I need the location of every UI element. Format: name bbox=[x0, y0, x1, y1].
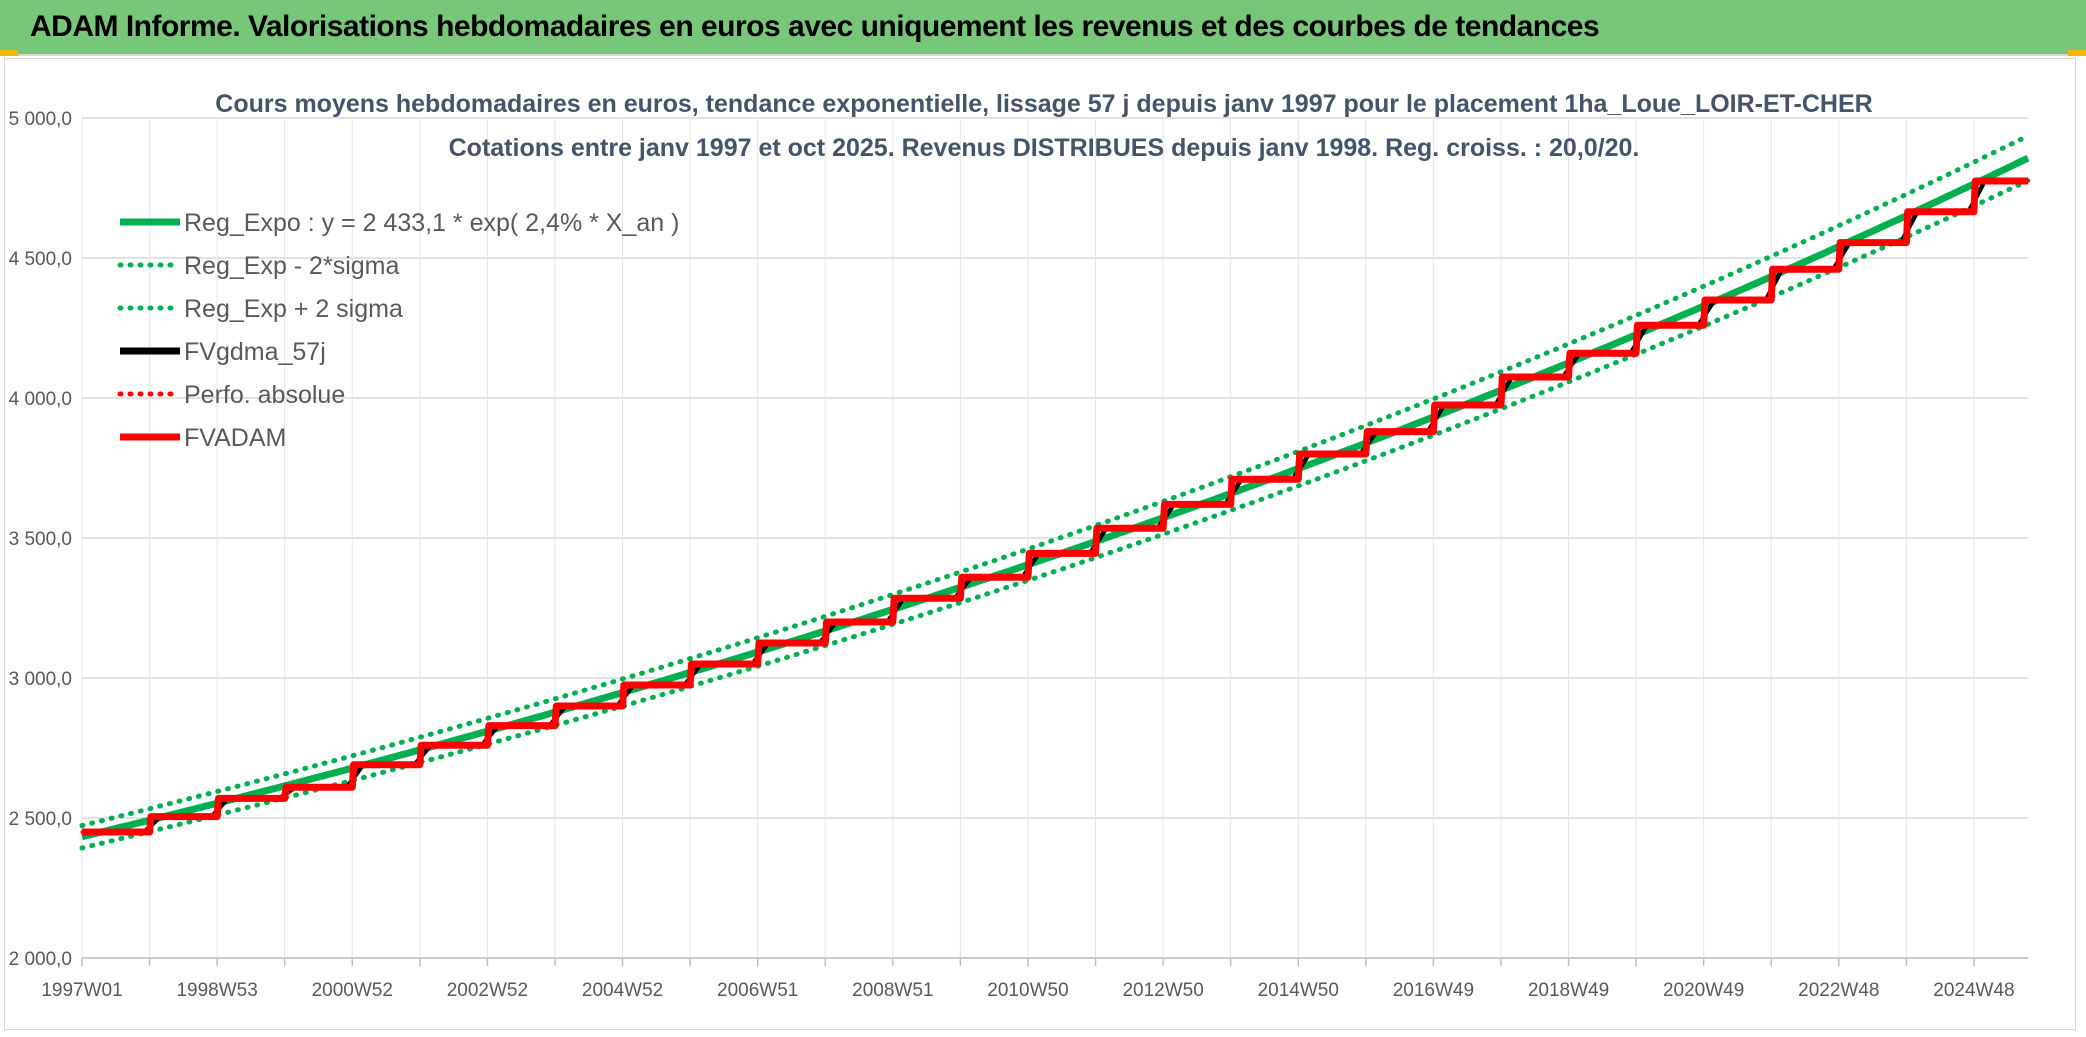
x-tick-label: 2022W48 bbox=[1798, 980, 1879, 1001]
legend-label: Reg_Expo : y = 2 433,1 * exp( 2,4% * X_a… bbox=[184, 209, 679, 237]
x-tick-label: 2006W51 bbox=[717, 980, 798, 1001]
y-tick-label: 2 000,0 bbox=[9, 949, 72, 970]
report-banner: ADAM Informe. Valorisations hebdomadaire… bbox=[0, 0, 2086, 56]
x-tick-label: 2004W52 bbox=[582, 980, 663, 1001]
report-title: ADAM Informe. Valorisations hebdomadaire… bbox=[30, 10, 1600, 43]
y-tick-label: 3 500,0 bbox=[9, 529, 72, 550]
series-layer bbox=[79, 133, 2031, 851]
x-tick-label: 2002W52 bbox=[447, 980, 528, 1001]
x-tick-label: 2012W50 bbox=[1122, 980, 1203, 1001]
x-tick-label: 2000W52 bbox=[312, 980, 393, 1001]
x-tick-label: 2016W49 bbox=[1393, 980, 1474, 1001]
x-tick-label: 2018W49 bbox=[1528, 980, 1609, 1001]
y-axis: 2 000,0 2 500,0 3 000,0 3 500,0 4 000,0 4 500… bbox=[9, 109, 72, 970]
corner-marker-left bbox=[0, 50, 18, 56]
legend: Reg_Expo : y = 2 433,1 * exp( 2,4% * X_a… bbox=[117, 209, 679, 452]
legend-label: FVgdma_57j bbox=[184, 338, 326, 366]
series-line-2 bbox=[79, 133, 2031, 829]
x-tick-label: 2014W50 bbox=[1258, 980, 1339, 1001]
y-tick-label: 5 000,0 bbox=[9, 109, 72, 130]
y-tick-label: 3 000,0 bbox=[9, 669, 72, 690]
x-tick-label: 2020W49 bbox=[1663, 980, 1744, 1001]
legend-label: FVADAM bbox=[184, 424, 286, 452]
y-tick-label: 4 000,0 bbox=[9, 389, 72, 410]
legend-label: Perfo. absolue bbox=[184, 381, 345, 409]
chart-title: Cours moyens hebdomadaires en euros, ten… bbox=[215, 90, 1872, 118]
y-tick-label: 2 500,0 bbox=[9, 809, 72, 830]
legend-label: Reg_Exp - 2*sigma bbox=[184, 252, 399, 280]
chart-subtitle: Cotations entre janv 1997 et oct 2025. R… bbox=[449, 134, 1640, 162]
x-tick-label: 1997W01 bbox=[41, 980, 122, 1001]
corner-marker-right bbox=[2068, 50, 2086, 56]
chart-area-frame bbox=[4, 58, 2076, 1030]
series-line-1 bbox=[79, 178, 2031, 851]
x-tick-label: 2010W50 bbox=[987, 980, 1068, 1001]
y-tick-label: 4 500,0 bbox=[9, 249, 72, 270]
x-tick-label: 2008W51 bbox=[852, 980, 933, 1001]
x-tick-label: 1998W53 bbox=[176, 980, 257, 1001]
x-tick-label: 2024W48 bbox=[1933, 980, 2014, 1001]
grid-layer bbox=[81, 117, 2028, 959]
x-axis: 1997W01 1998W53 2000W52 2002W52 2004W52 2006W… bbox=[41, 958, 2015, 1001]
series-line-5 bbox=[82, 177, 2028, 836]
legend-label: Reg_Exp + 2 sigma bbox=[184, 295, 403, 323]
